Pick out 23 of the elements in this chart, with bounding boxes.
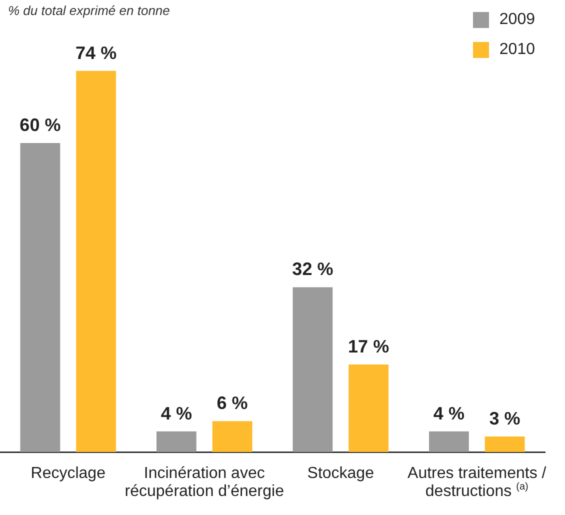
legend-label: 2010 bbox=[499, 41, 535, 59]
bar bbox=[20, 143, 60, 452]
bar bbox=[348, 364, 388, 452]
data-label: 4 % bbox=[433, 403, 464, 424]
data-label: 3 % bbox=[489, 408, 520, 429]
bar bbox=[156, 431, 196, 452]
x-tick-label: Incinération avec récupération d’énergie bbox=[124, 465, 285, 501]
bar bbox=[212, 421, 252, 452]
x-tick-label: Stockage bbox=[307, 465, 374, 483]
data-label: 6 % bbox=[216, 393, 248, 414]
data-label: 4 % bbox=[160, 403, 192, 424]
bar bbox=[429, 431, 469, 452]
x-tick-label: Recyclage bbox=[30, 465, 106, 483]
chart-subtitle: % du total exprimé en tonne bbox=[8, 3, 170, 18]
data-label: 74 % bbox=[76, 42, 117, 63]
data-label: 32 % bbox=[292, 259, 334, 280]
data-label: 60 % bbox=[20, 114, 61, 135]
data-label: 17 % bbox=[348, 336, 390, 356]
bar bbox=[484, 436, 525, 452]
legend-label: 2009 bbox=[499, 11, 535, 29]
bar bbox=[292, 287, 333, 452]
bar bbox=[76, 70, 116, 452]
x-tick-label: Autres traitements / destructions $^{(a)}$ bbox=[406, 465, 548, 501]
